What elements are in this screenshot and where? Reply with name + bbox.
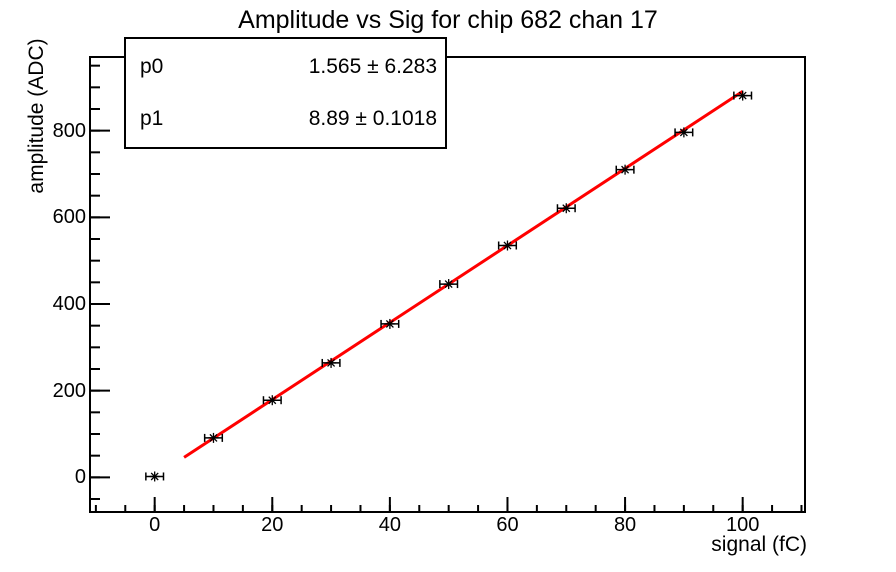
x-tick-label: 20 [261,514,284,536]
data-point-marker [209,433,218,442]
stats-row-p1: p1 8.89 ± 0.1018 [140,107,437,131]
param-name: p0 [140,55,164,78]
y-tick-label: 200 [52,379,86,402]
y-tick-label: 400 [52,293,86,315]
param-value: 1.565 ± 6.283 [308,55,437,78]
param-value: 8.89 ± 0.1018 [308,107,437,130]
x-tick-label: 100 [725,514,760,536]
y-axis-title: amplitude (ADC) [25,38,48,194]
param-name: p1 [140,107,164,130]
y-tick-label: 0 [74,466,86,489]
x-axis-title: signal (fC) [711,533,807,556]
data-point-marker [444,280,453,289]
data-point-marker [679,128,688,137]
data-point-marker [503,241,512,250]
y-tick-label: 800 [52,119,86,142]
data-point-marker [385,319,394,328]
data-point-marker [562,204,571,213]
stats-box: p0 1.565 ± 6.283 p1 8.89 ± 0.1018 [124,37,447,149]
fit-line [183,90,744,459]
x-tick-label: 80 [613,514,637,536]
x-tick-label: 60 [496,514,519,536]
plot-title: Amplitude vs Sig for chip 682 chan 17 [238,6,658,34]
x-tick-label: 0 [149,514,161,536]
stats-row-p0: p0 1.565 ± 6.283 [140,55,437,79]
x-tick-label: 40 [378,514,401,536]
data-point-marker [150,472,159,481]
plot-frame [89,56,806,513]
data-point-marker [621,165,630,174]
data-point-marker [268,396,277,405]
data-point-marker [738,91,747,100]
data-point-marker [327,358,336,367]
y-tick-label: 600 [52,206,86,229]
